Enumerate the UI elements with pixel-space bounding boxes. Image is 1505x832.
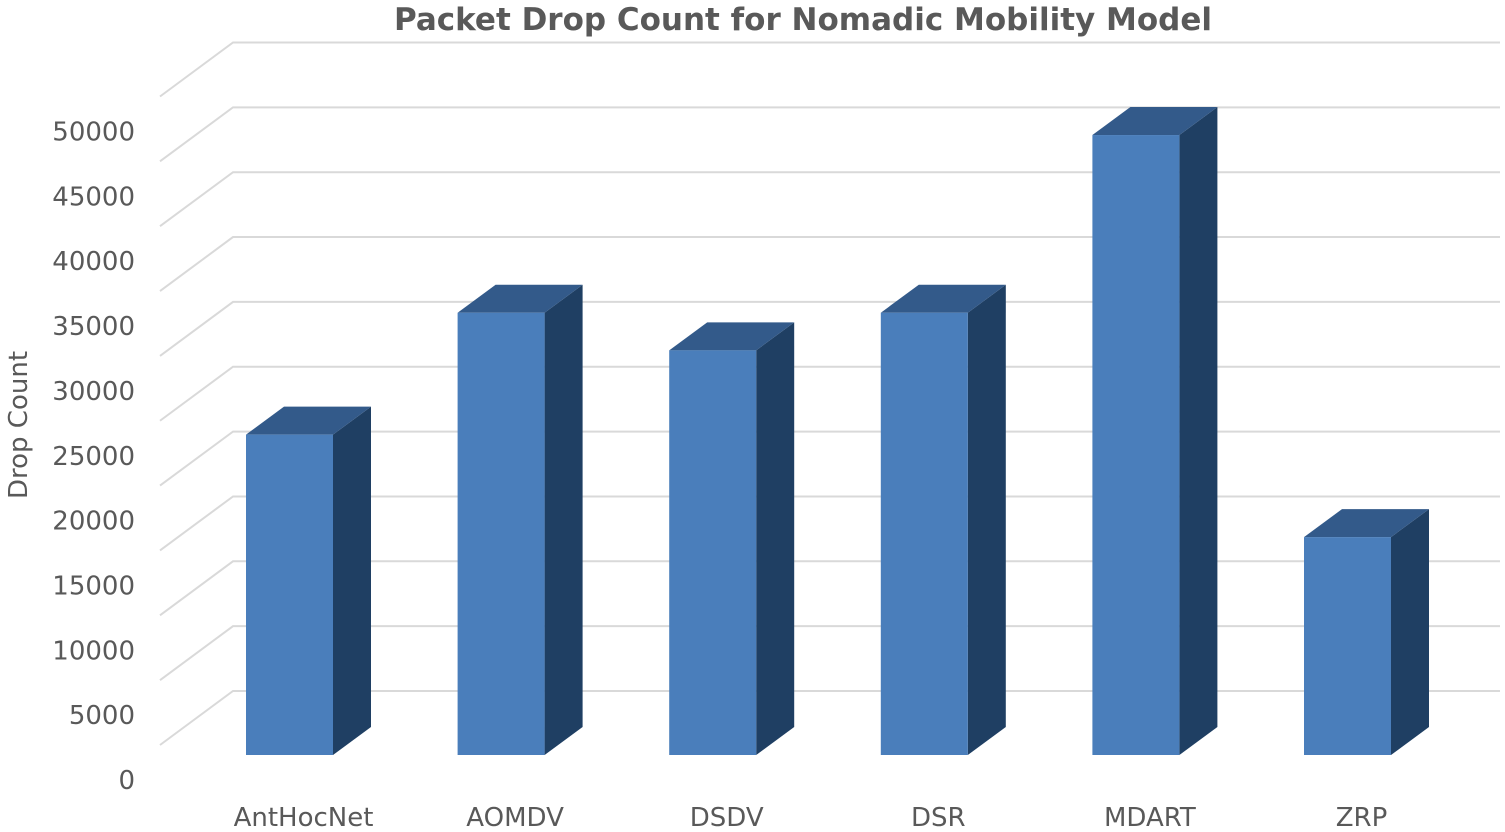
bar-top-face xyxy=(457,284,583,313)
y-axis-ticks: 0 5000 10000 15000 20000 25000 30000 35000 40000… xyxy=(52,118,135,797)
bar-top-face xyxy=(1304,509,1429,538)
bar-side-face xyxy=(756,322,795,755)
bar-side-face xyxy=(1391,509,1429,755)
bar-front-face xyxy=(246,434,333,755)
bar-side-face xyxy=(1179,107,1218,755)
bar-side-face xyxy=(544,284,583,755)
y-tick-label: 25000 xyxy=(52,442,135,472)
gridline xyxy=(159,690,1500,746)
gridline xyxy=(159,495,1500,552)
bar-aomdv xyxy=(457,284,583,755)
bar-front-face xyxy=(669,350,757,755)
bar-top-face xyxy=(880,284,1006,313)
y-tick-label: 5000 xyxy=(69,701,135,731)
bar-front-face xyxy=(1304,537,1391,755)
y-tick-label: 10000 xyxy=(52,636,135,666)
bar-top-face xyxy=(1092,107,1218,136)
gridline xyxy=(159,430,1500,487)
y-tick-label: 15000 xyxy=(52,571,135,601)
bar-dsr xyxy=(880,284,1006,755)
gridline xyxy=(159,625,1500,681)
gridline xyxy=(159,300,1500,357)
gridline xyxy=(159,41,1500,98)
x-tick-label: AOMDV xyxy=(466,803,564,832)
bar-mdart xyxy=(1092,107,1218,755)
chart-title: Packet Drop Count for Nomadic Mobility M… xyxy=(394,2,1212,38)
y-tick-label: 35000 xyxy=(52,312,135,342)
bar-top-face xyxy=(669,322,795,351)
bar-front-face xyxy=(880,312,968,755)
gridline xyxy=(159,236,1500,292)
gridline xyxy=(159,106,1500,163)
bar-top-face xyxy=(246,406,371,435)
bars xyxy=(246,107,1429,755)
bar-front-face xyxy=(457,312,545,755)
gridlines xyxy=(159,41,1500,746)
y-tick-label: 20000 xyxy=(52,507,135,537)
y-tick-label: 40000 xyxy=(52,247,135,277)
bar-zrp xyxy=(1304,509,1429,755)
x-axis-ticks: AntHocNet AOMDV DSDV DSR MDART ZRP xyxy=(234,803,1388,832)
y-tick-label: 0 xyxy=(118,766,135,796)
bar-front-face xyxy=(1092,135,1180,755)
y-tick-label: 30000 xyxy=(52,377,135,407)
gridline xyxy=(159,365,1500,422)
x-tick-label: DSR xyxy=(911,803,966,832)
y-axis-label: Drop Count xyxy=(4,351,34,499)
bar-side-face xyxy=(333,406,371,755)
y-tick-label: 45000 xyxy=(52,182,135,212)
y-tick-label: 50000 xyxy=(52,118,135,148)
gridline xyxy=(159,171,1500,228)
bar-side-face xyxy=(967,284,1006,755)
bar-anthocnet xyxy=(246,406,371,755)
bar-dsdv xyxy=(669,322,795,755)
x-tick-label: AntHocNet xyxy=(234,803,374,832)
x-tick-label: DSDV xyxy=(690,803,764,832)
x-tick-label: ZRP xyxy=(1336,803,1388,832)
x-tick-label: MDART xyxy=(1104,803,1196,832)
gridline xyxy=(159,560,1500,617)
